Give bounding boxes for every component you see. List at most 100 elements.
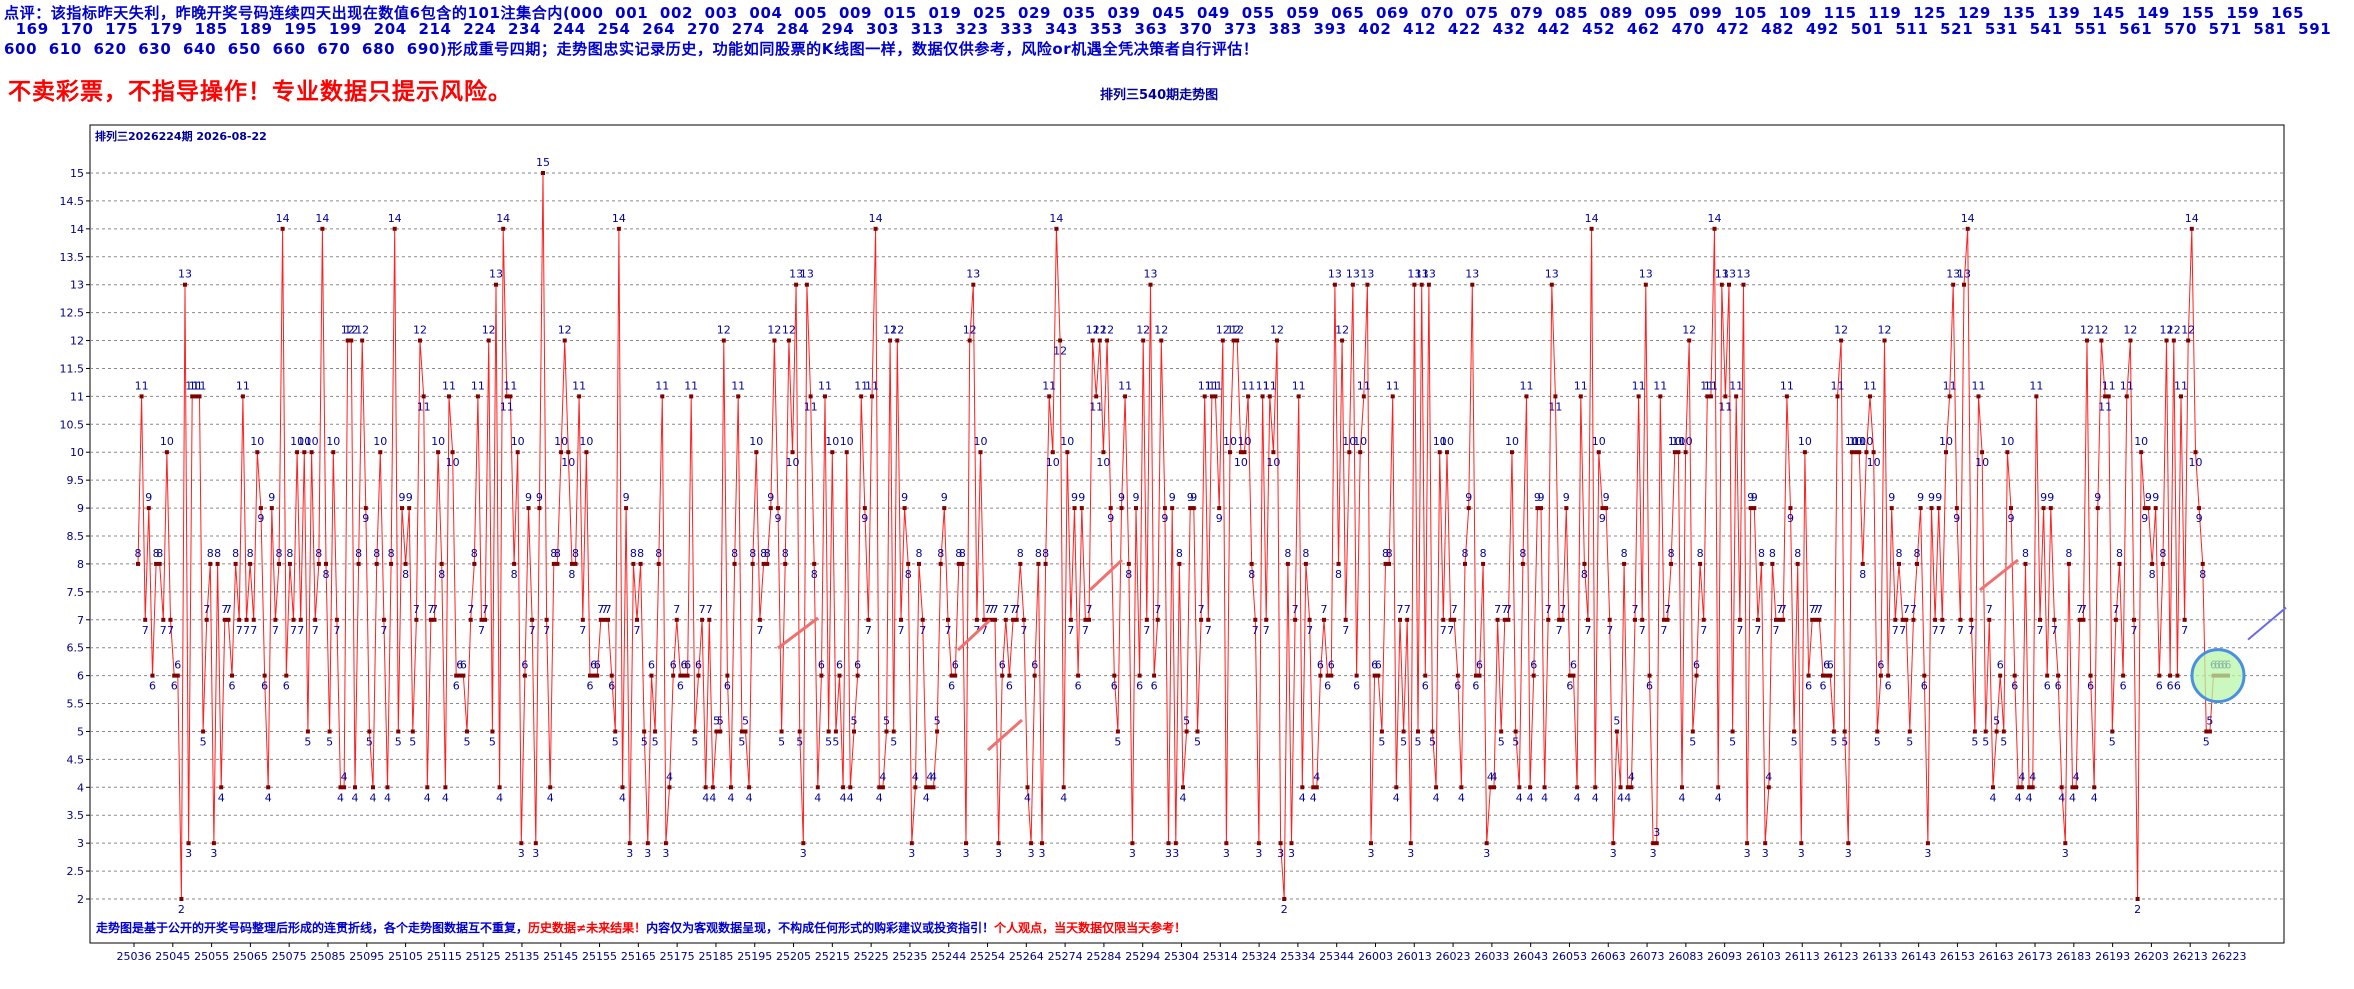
data-label: 7: [250, 624, 257, 637]
data-point: [1502, 617, 1507, 622]
data-point: [1228, 450, 1232, 455]
data-point: [1105, 338, 1110, 343]
data-point: [1824, 673, 1829, 678]
data-label: 13: [178, 268, 192, 281]
data-point: [786, 338, 791, 343]
data-point: [2009, 506, 2013, 511]
data-point: [1777, 617, 1782, 622]
data-point: [512, 561, 517, 566]
data-point: [1350, 282, 1355, 287]
data-point: [692, 729, 697, 734]
data-label: 10: [1867, 456, 1881, 469]
data-label: 12: [1230, 324, 1244, 337]
data-label: 12: [1834, 324, 1848, 337]
data-label: 3: [1255, 847, 1262, 860]
data-point: [1727, 282, 1731, 287]
data-point: [1441, 617, 1446, 622]
data-label: 11: [2098, 400, 2112, 413]
data-point: [2030, 785, 2035, 790]
data-point: [1604, 506, 1609, 511]
data-point: [812, 561, 817, 566]
data-label: 5: [1378, 736, 1385, 749]
data-label: 7: [1939, 624, 1946, 637]
data-label: 10: [1859, 435, 1873, 448]
data-point: [2189, 226, 2194, 231]
data-label: 4: [1299, 791, 1306, 804]
data-point: [1991, 785, 1995, 790]
data-label: 12: [2094, 324, 2108, 337]
data-point: [573, 561, 578, 566]
data-point: [2160, 561, 2165, 566]
data-label: 6: [1472, 680, 1479, 693]
data-label: 8: [1302, 547, 1309, 560]
data-point: [2056, 673, 2061, 678]
data-label: 6: [460, 659, 467, 672]
data-label: 8: [156, 547, 163, 560]
data-label: 14: [388, 212, 402, 225]
data-point: [1466, 506, 1471, 511]
data-point: [956, 561, 961, 566]
data-label: 7: [333, 624, 340, 637]
data-label: 8: [1248, 568, 1255, 581]
data-point: [1358, 450, 1363, 455]
data-label: 8: [572, 547, 579, 560]
data-label: 4: [847, 791, 854, 804]
data-label: 8: [323, 568, 330, 581]
data-label: 11: [1198, 379, 1212, 392]
callout-arrow: [956, 618, 992, 652]
data-label: 3: [1762, 847, 1769, 860]
data-point: [1661, 617, 1666, 622]
data-point: [616, 226, 621, 231]
data-label: 7: [1545, 603, 1552, 616]
callout-arrow: [777, 616, 819, 650]
data-label: 13: [1415, 268, 1429, 281]
data-point: [1520, 561, 1525, 566]
data-point: [320, 226, 325, 231]
data-label: 10: [1223, 435, 1237, 448]
data-point: [1484, 841, 1489, 846]
data-point: [815, 785, 820, 790]
data-point: [566, 450, 571, 455]
data-label: 6: [594, 659, 601, 672]
data-point: [1047, 394, 1052, 399]
data-point: [1893, 617, 1898, 622]
data-point: [353, 785, 357, 790]
data-label: 7: [1809, 603, 1816, 616]
data-point: [309, 450, 314, 455]
data-label: 9: [1216, 512, 1223, 525]
data-point: [258, 506, 263, 511]
callout-arrow: [987, 718, 1023, 752]
data-point: [649, 673, 654, 678]
data-point: [757, 617, 762, 622]
data-point: [833, 729, 838, 734]
data-label: 5: [1729, 736, 1736, 749]
data-label: 8: [937, 547, 944, 560]
data-point: [837, 673, 842, 678]
footnote-part: 历史数据≠未来结果！: [528, 920, 646, 935]
data-point: [490, 729, 495, 734]
data-point: [2038, 617, 2042, 622]
data-label: 7: [1404, 603, 1411, 616]
data-label: 6: [670, 659, 677, 672]
data-point: [1231, 338, 1236, 343]
data-label: 4: [2058, 791, 2065, 804]
data-label: 4: [1310, 791, 1317, 804]
data-label: 3: [644, 847, 651, 860]
data-point: [631, 561, 636, 566]
data-point: [548, 785, 553, 790]
data-label: 10: [431, 435, 445, 448]
data-point: [1307, 617, 1312, 622]
data-point: [1915, 561, 1919, 566]
data-label: 7: [945, 624, 952, 637]
data-point: [747, 785, 752, 790]
data-label: 5: [2206, 715, 2213, 728]
data-point: [1126, 561, 1131, 566]
data-point: [1253, 617, 1258, 622]
data-label: 5: [1613, 715, 1620, 728]
data-label: 7: [1292, 603, 1299, 616]
data-label: 5: [796, 736, 803, 749]
data-point: [1802, 450, 1807, 455]
data-point: [1029, 841, 1034, 846]
data-point: [1672, 450, 1677, 455]
data-label: 7: [290, 624, 297, 637]
